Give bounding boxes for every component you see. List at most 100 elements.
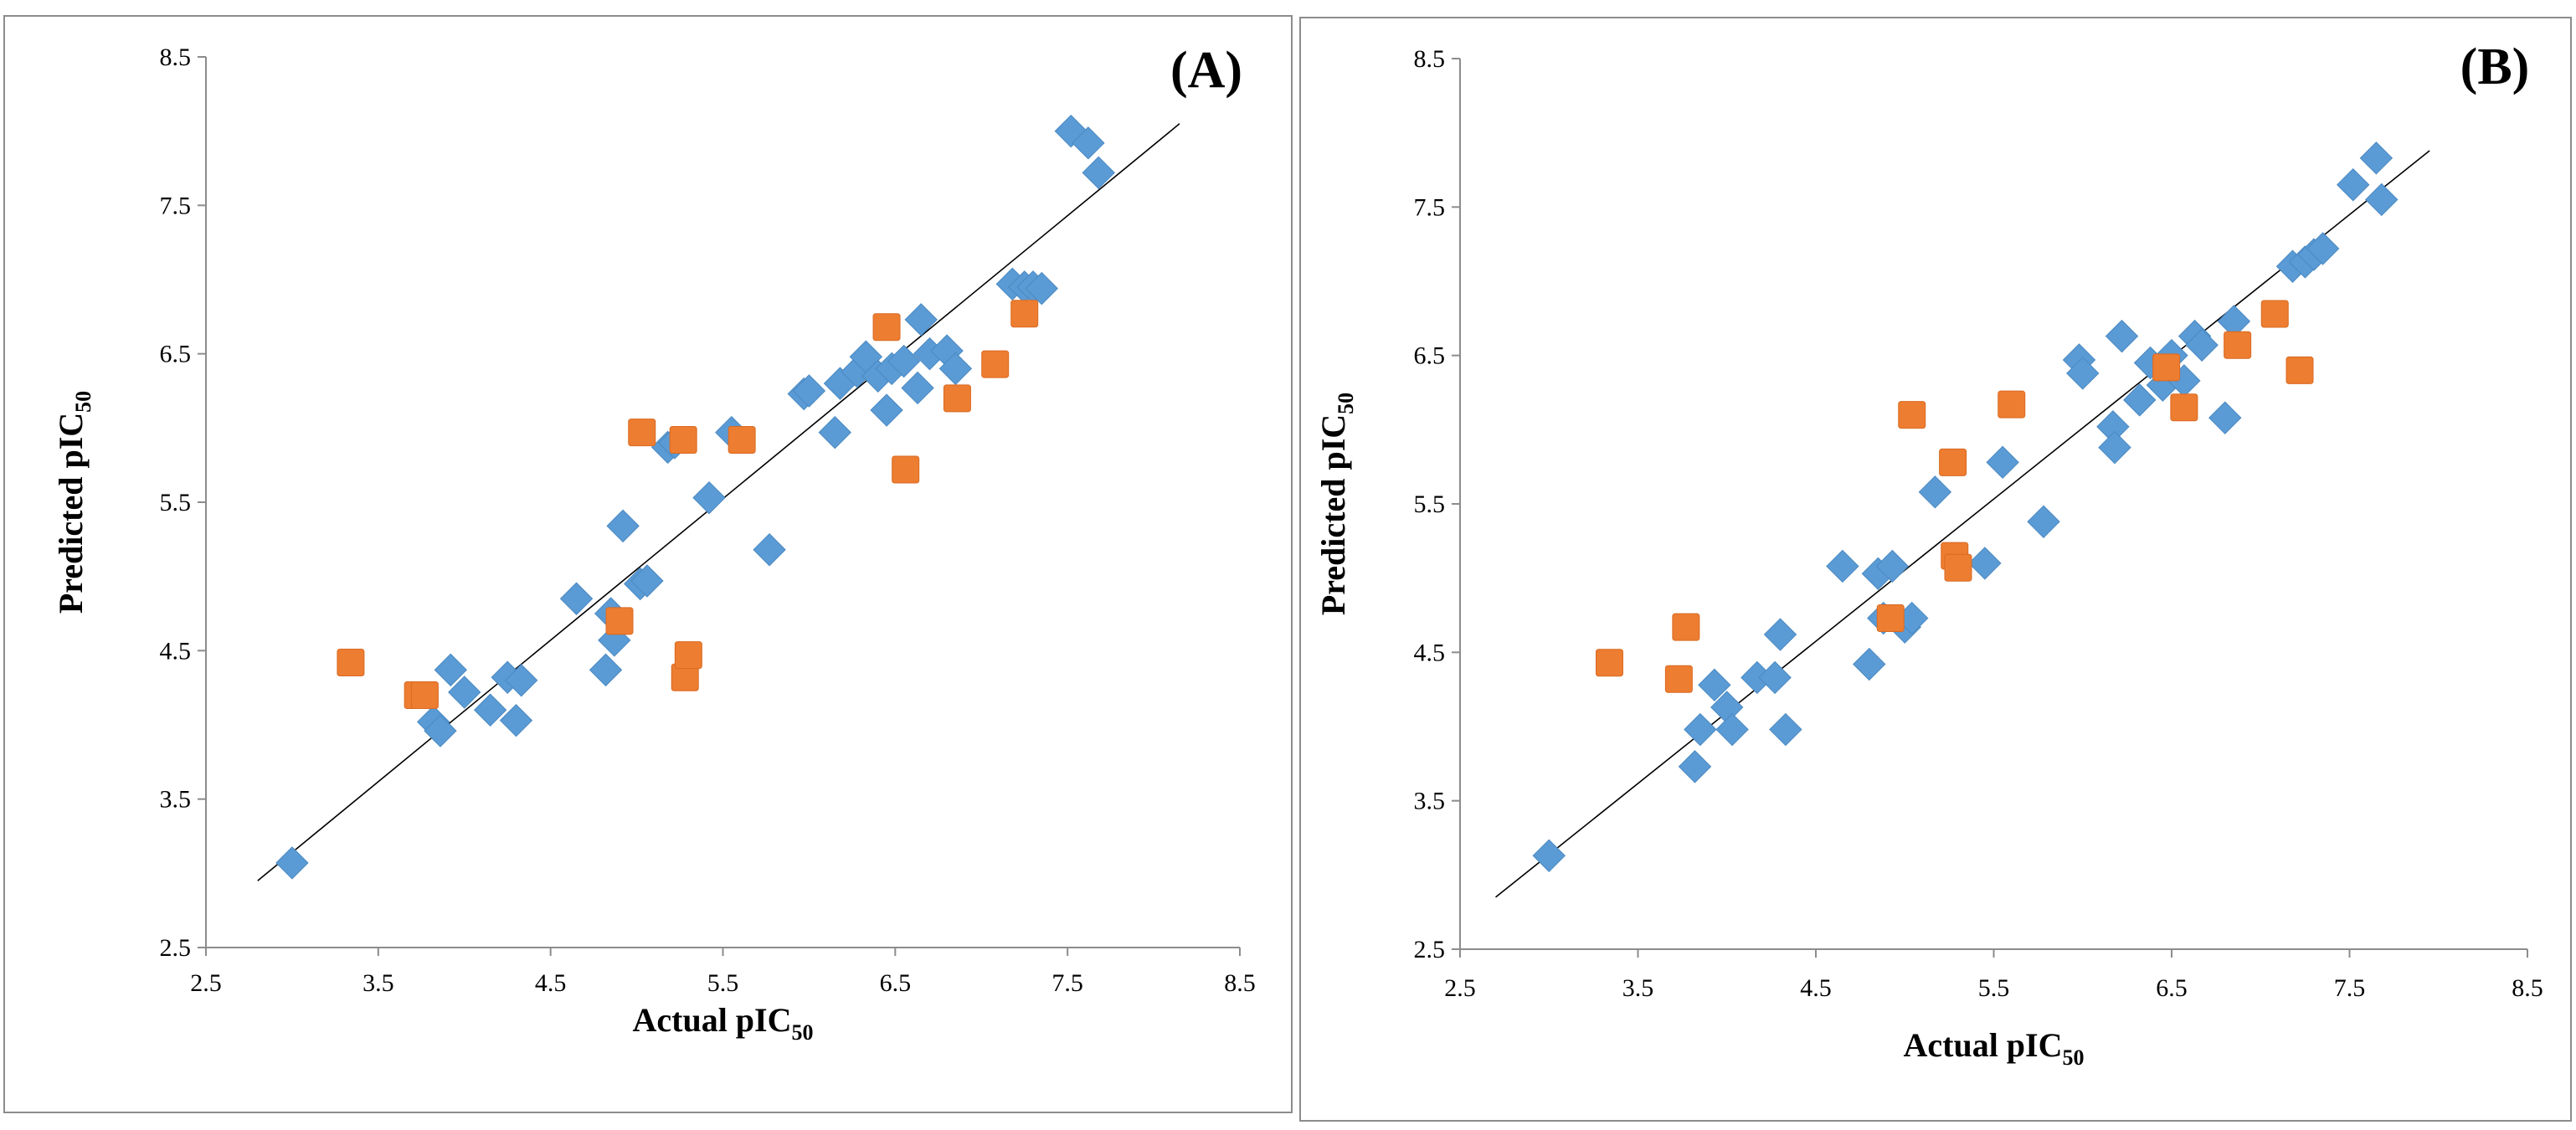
x-tick-label-a: 4.5 bbox=[535, 969, 567, 997]
test-point-a bbox=[628, 419, 656, 447]
y-axis-title-sub-b: 50 bbox=[1334, 393, 1358, 414]
training-point-a bbox=[1082, 156, 1115, 190]
panel-label-b: (B) bbox=[2460, 39, 2530, 95]
x-axis-title-main-a: Actual pIC bbox=[632, 1001, 791, 1039]
plot-area-b: 2.5 3.5 4.5 5.5 6.5 7.5 8.5 2.5 3.5 4.5 5.5 6.5 7.5 8… bbox=[1314, 45, 2543, 1070]
test-point-a bbox=[981, 350, 1010, 378]
training-point-b bbox=[2306, 232, 2340, 265]
scatter-plot-a: 2.5 3.5 4.5 5.5 6.5 7.5 8.5 2.5 3.5 4.5 5.5 6.5 7.5 8… bbox=[52, 42, 1256, 1045]
training-point-a bbox=[887, 344, 921, 378]
training-point-a bbox=[606, 509, 640, 543]
training-point-b bbox=[1532, 839, 1566, 872]
x-tick-label-b: 3.5 bbox=[1622, 974, 1654, 1002]
y-axis-title-sub-a: 50 bbox=[71, 391, 95, 413]
y-tick-label-a: 7.5 bbox=[160, 192, 192, 219]
training-point-b bbox=[2185, 328, 2219, 362]
x-tick-label-a: 3.5 bbox=[362, 969, 394, 997]
training-point-b bbox=[2208, 401, 2242, 434]
y-tick-label-a: 2.5 bbox=[160, 934, 192, 962]
training-point-a bbox=[504, 664, 538, 697]
chart-panel-a: 2.5 3.5 4.5 5.5 6.5 7.5 8.5 2.5 3.5 4.5 5.5 6.5 7.5 8… bbox=[3, 15, 1293, 1113]
y-tick-label-b: 2.5 bbox=[1414, 936, 1446, 963]
training-point-b bbox=[1968, 547, 2002, 580]
test-point-b bbox=[1672, 613, 1700, 641]
y-tick-label-a: 8.5 bbox=[160, 44, 192, 71]
training-point-b bbox=[1678, 750, 1712, 783]
y-axis-title-main-b: Predicted pIC bbox=[1314, 414, 1352, 615]
training-point-b bbox=[1826, 549, 1859, 583]
test-point-b bbox=[2170, 393, 2198, 422]
x-tick-label-a: 6.5 bbox=[880, 969, 912, 997]
y-tick-label-a: 6.5 bbox=[160, 341, 192, 368]
x-tick-label-b: 5.5 bbox=[1978, 974, 2010, 1002]
y-axis-title-main-a: Predicted pIC bbox=[52, 413, 90, 614]
plot-area-a: 2.5 3.5 4.5 5.5 6.5 7.5 8.5 2.5 3.5 4.5 5.5 6.5 7.5 8… bbox=[52, 44, 1256, 1045]
y-tick-label-b: 3.5 bbox=[1414, 788, 1446, 815]
training-point-a bbox=[901, 371, 934, 405]
training-point-b bbox=[2105, 319, 2139, 353]
test-point-a bbox=[728, 426, 756, 455]
test-point-a bbox=[892, 455, 920, 484]
test-point-a bbox=[605, 607, 634, 635]
training-point-a bbox=[753, 533, 786, 567]
training-point-a bbox=[499, 703, 533, 737]
training-point-b bbox=[2098, 430, 2131, 465]
x-tick-label-a: 5.5 bbox=[707, 969, 739, 997]
test-point-b bbox=[2260, 300, 2289, 328]
training-point-a bbox=[559, 582, 594, 615]
x-tick-label-b: 2.5 bbox=[1444, 974, 1476, 1002]
training-point-b bbox=[2365, 182, 2399, 217]
test-point-a bbox=[674, 641, 702, 670]
x-axis-title-a: Actual pIC50 bbox=[632, 1001, 813, 1045]
x-tick-label-b: 8.5 bbox=[2512, 974, 2543, 1002]
training-point-b bbox=[1875, 549, 1910, 583]
test-point-a bbox=[872, 313, 901, 342]
y-tick-label-a: 5.5 bbox=[160, 489, 192, 516]
training-point-a bbox=[692, 480, 726, 515]
training-point-b bbox=[1684, 712, 1717, 747]
training-point-b bbox=[2337, 168, 2370, 202]
training-point-b bbox=[1763, 618, 1797, 651]
training-point-a bbox=[473, 693, 507, 727]
test-point-a bbox=[943, 384, 971, 413]
test-point-a bbox=[669, 426, 697, 455]
x-axis-title-main-b: Actual pIC bbox=[1903, 1026, 2062, 1064]
test-point-b bbox=[1664, 665, 1693, 693]
x-tick-label-b: 6.5 bbox=[2156, 974, 2188, 1002]
test-point-b bbox=[1898, 401, 1926, 429]
y-tick-label-b: 8.5 bbox=[1414, 45, 1446, 73]
training-point-b bbox=[1918, 475, 1952, 509]
regression-line-b bbox=[1495, 150, 2430, 898]
test-point-a bbox=[1010, 300, 1039, 328]
training-point-b bbox=[2359, 141, 2393, 175]
training-point-a bbox=[448, 675, 481, 709]
training-point-a bbox=[1072, 126, 1105, 160]
test-point-b bbox=[1939, 448, 1967, 476]
training-point-a bbox=[1025, 271, 1058, 306]
test-point-b bbox=[1944, 553, 1972, 582]
chart-panel-b: 2.5 3.5 4.5 5.5 6.5 7.5 8.5 2.5 3.5 4.5 5.5 6.5 7.5 8… bbox=[1299, 17, 2572, 1122]
scatter-plot-b: 2.5 3.5 4.5 5.5 6.5 7.5 8.5 2.5 3.5 4.5 5.5 6.5 7.5 8… bbox=[1314, 39, 2543, 1070]
y-tick-label-a: 4.5 bbox=[160, 637, 192, 665]
y-tick-label-b: 6.5 bbox=[1414, 342, 1446, 370]
x-axis-title-sub-a: 50 bbox=[792, 1020, 814, 1045]
training-point-a bbox=[904, 303, 938, 336]
training-point-b bbox=[1853, 647, 1886, 681]
test-point-a bbox=[337, 649, 365, 677]
x-tick-label-b: 4.5 bbox=[1800, 974, 1832, 1002]
training-point-b bbox=[1986, 445, 2019, 480]
y-axis-title-b: Predicted pIC50 bbox=[1314, 393, 1358, 615]
training-point-b bbox=[1758, 660, 1792, 695]
x-axis-title-sub-b: 50 bbox=[2063, 1045, 2085, 1070]
test-point-b bbox=[1876, 604, 1905, 633]
training-point-b bbox=[2066, 357, 2100, 390]
test-point-a bbox=[410, 681, 439, 710]
x-axis-title-b: Actual pIC50 bbox=[1903, 1026, 2084, 1070]
training-point-b bbox=[1769, 712, 1802, 747]
test-point-b bbox=[1596, 649, 1623, 677]
test-point-b bbox=[2152, 353, 2181, 382]
training-point-a bbox=[424, 714, 457, 747]
training-point-b bbox=[1715, 712, 1749, 747]
x-tick-label-a: 7.5 bbox=[1051, 969, 1083, 997]
training-point-b bbox=[2123, 383, 2157, 417]
